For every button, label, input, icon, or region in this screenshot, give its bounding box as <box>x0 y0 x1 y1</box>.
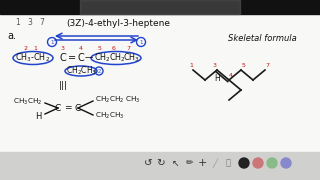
Text: H: H <box>36 111 42 120</box>
Text: 1: 1 <box>189 62 193 68</box>
Text: CH$_2$: CH$_2$ <box>94 52 110 64</box>
Text: |||: ||| <box>59 80 68 89</box>
Text: 6: 6 <box>112 46 116 51</box>
Text: CH$_2$: CH$_2$ <box>109 52 125 64</box>
Text: 1: 1 <box>33 46 37 51</box>
Circle shape <box>253 158 263 168</box>
Text: C: C <box>78 53 84 63</box>
Bar <box>80 0 240 14</box>
Text: =: = <box>64 103 72 112</box>
Text: ⬜: ⬜ <box>226 159 230 168</box>
Text: 3: 3 <box>213 62 217 68</box>
Text: 1: 1 <box>139 39 143 44</box>
Text: 7: 7 <box>126 46 130 51</box>
Text: 7: 7 <box>40 17 44 26</box>
Text: C: C <box>60 53 66 63</box>
Text: +: + <box>197 158 207 168</box>
Text: CH$_2$CH$_2$ CH$_3$: CH$_2$CH$_2$ CH$_3$ <box>95 95 140 105</box>
Text: ↖: ↖ <box>171 159 179 168</box>
Circle shape <box>267 158 277 168</box>
Text: CH$_3$-CH$_2$: CH$_3$-CH$_2$ <box>15 52 51 64</box>
Circle shape <box>239 158 249 168</box>
Text: ↺: ↺ <box>144 158 152 168</box>
Text: C: C <box>75 103 81 112</box>
Text: CH$_3$CH$_2$: CH$_3$CH$_2$ <box>13 97 42 107</box>
Text: 4: 4 <box>79 46 83 51</box>
Text: 1: 1 <box>16 17 20 26</box>
Text: CH$_2$CH$_3$: CH$_2$CH$_3$ <box>66 65 96 77</box>
Text: ╱: ╱ <box>212 158 218 168</box>
Text: 3: 3 <box>61 46 65 51</box>
Text: 2: 2 <box>97 69 101 73</box>
Text: 7: 7 <box>265 62 269 68</box>
Text: —: — <box>85 53 93 62</box>
Text: 5: 5 <box>97 46 101 51</box>
Text: 3: 3 <box>28 17 32 26</box>
Text: ✏: ✏ <box>185 159 193 168</box>
Text: Skeletal formula: Skeletal formula <box>228 33 296 42</box>
Circle shape <box>281 158 291 168</box>
Text: 2: 2 <box>24 46 28 51</box>
Text: 5: 5 <box>241 62 245 68</box>
Bar <box>0 0 320 14</box>
Text: 1: 1 <box>50 39 54 44</box>
Text: CH$_3$: CH$_3$ <box>123 52 140 64</box>
Text: a.: a. <box>7 31 16 41</box>
Text: (3Z)-4-ethyl-3-heptene: (3Z)-4-ethyl-3-heptene <box>66 19 170 28</box>
Text: H: H <box>214 73 220 82</box>
Text: ↻: ↻ <box>156 158 165 168</box>
Text: =: = <box>68 53 76 63</box>
Text: CH$_2$CH$_3$: CH$_2$CH$_3$ <box>95 111 124 121</box>
Text: C: C <box>55 103 61 112</box>
Text: 4: 4 <box>229 73 233 78</box>
Bar <box>0 152 320 180</box>
